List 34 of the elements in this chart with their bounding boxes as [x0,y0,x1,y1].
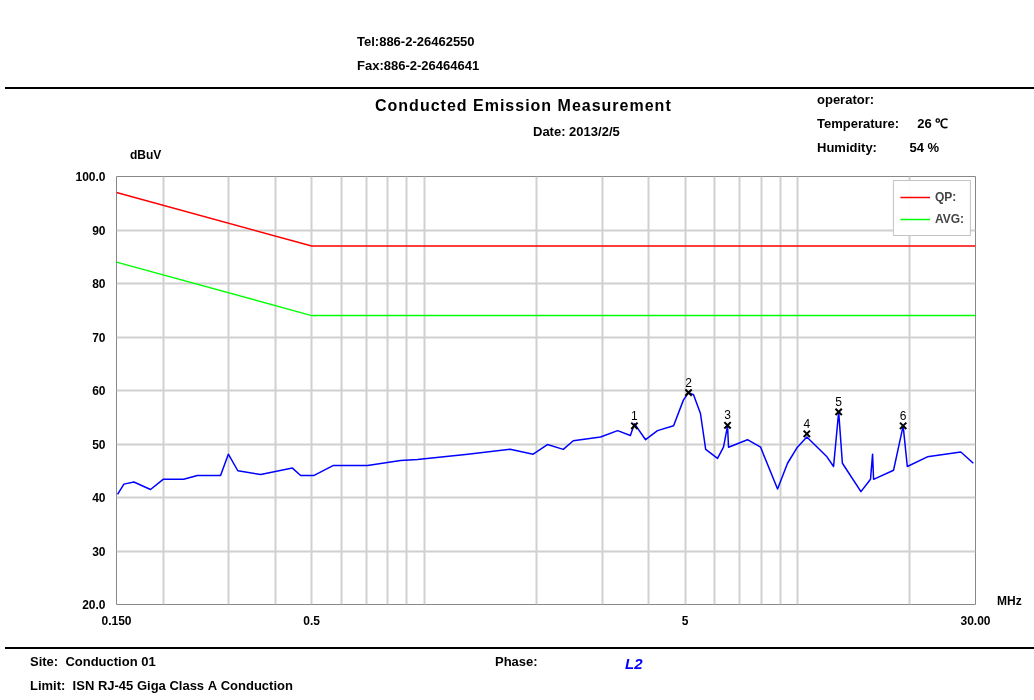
text: Humidity: 54 % [817,139,940,157]
x-tick-label: 5 [681,613,689,628]
annotation: 1 [631,408,639,423]
annotation: 4 [803,416,811,431]
text: Phase: [495,653,538,671]
annotation: 5 [835,394,843,409]
y-tick-label: 90 [92,223,106,238]
legend-label: AVG: [934,212,964,226]
text: Fax:886-2-26464641 [357,57,480,75]
x-axis-title: MHz [997,593,1022,610]
y-tick-label: 20.0 [82,598,106,612]
x-tick-label: 0.150 [101,613,132,628]
x-tick-label: 30.00 [960,613,991,628]
y-tick-label: 50 [92,437,106,452]
y-tick-label: 60 [92,384,106,398]
text: Temperature: 26 ℃ [817,115,949,133]
annotation: 3 [724,408,732,423]
y-tick-label: 40 [92,491,106,505]
annotation: 2 [685,375,693,390]
y-axis-title: dBuV [130,147,162,164]
text: operator: [817,91,875,109]
text: L2 [625,654,643,674]
y-tick-label: 30 [92,544,106,559]
y-tick-label: 70 [92,330,106,345]
chart-title: Conducted Emission Measurement [375,96,672,116]
annotation: 6 [899,408,907,423]
x-tick-label: 0.5 [303,613,321,628]
text: Tel:886-2-26462550 [357,33,475,51]
y-tick-label: 100.0 [75,170,106,184]
chart-subtitle: Date: 2013/2/5 [533,123,620,141]
legend-label: QP: [934,190,957,204]
text: Site: Conduction 01 [30,653,156,671]
y-tick-label: 80 [92,277,106,291]
text: Limit: ISN RJ-45 Giga Class A Conduction [30,677,293,695]
